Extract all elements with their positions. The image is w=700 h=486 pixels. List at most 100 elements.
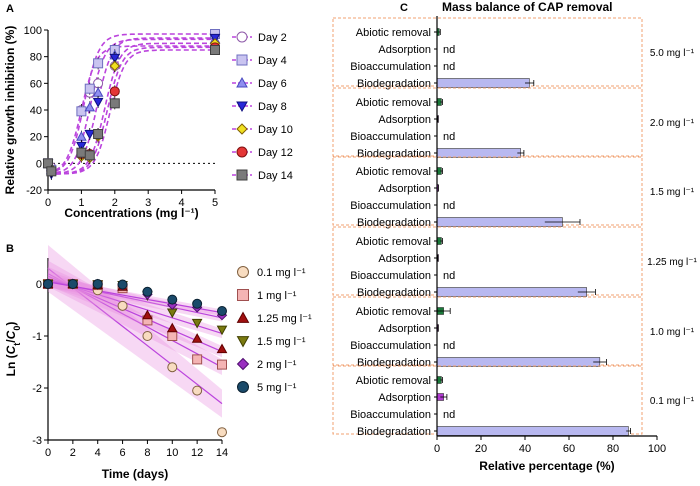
category-label: Biodegradation: [357, 78, 431, 90]
y-axis-label-part: ): [4, 322, 18, 326]
category-label: Biodegradation: [357, 426, 431, 438]
y-axis-label-part: C: [4, 330, 18, 339]
y-tick-label: -1: [32, 331, 42, 343]
y-tick-label: -3: [32, 435, 42, 447]
legend-marker: [236, 101, 248, 113]
point: [191, 333, 203, 343]
point: [217, 359, 227, 370]
point: [167, 294, 178, 305]
legend-label: Day 14: [258, 170, 293, 182]
legend-marker: [236, 54, 248, 66]
x-axis-label: Time (days): [102, 467, 168, 481]
x-tick-label: 8: [144, 447, 150, 459]
point-day-14: [210, 45, 220, 55]
category-label: Bioaccumulation: [350, 270, 431, 282]
legend-label: Day 4: [258, 55, 287, 67]
point: [43, 279, 53, 289]
y-tick-label: 40: [30, 105, 42, 117]
y-tick-label: 0: [36, 158, 42, 170]
category-label: Biodegradation: [357, 357, 431, 369]
confidence-band: [48, 245, 222, 418]
legend-label: 0.1 mg l⁻¹: [257, 267, 306, 279]
x-axis-label: Relative percentage (%): [479, 459, 614, 473]
point-day-14: [84, 150, 95, 161]
point: [217, 427, 227, 438]
confidence-band: [48, 276, 222, 316]
x-axis-label: Concentrations (mg l⁻¹): [64, 206, 198, 220]
legend-marker: [236, 169, 248, 181]
legend-marker: [237, 266, 249, 278]
category-label: Bioaccumulation: [350, 200, 431, 212]
x-tick-label: 2: [70, 447, 76, 459]
x-tick-label: 3: [145, 197, 151, 209]
point: [67, 279, 78, 289]
x-tick-label: 4: [95, 447, 101, 459]
point: [192, 298, 203, 309]
point: [216, 343, 228, 354]
point-day-14: [109, 98, 120, 109]
x-tick-label: 0: [434, 443, 440, 455]
x-tick-label: 100: [648, 443, 666, 455]
legend-label: Day 2: [258, 32, 287, 44]
point-day-6: [92, 87, 104, 97]
y-tick-label: 60: [30, 78, 42, 90]
legend-marker: [237, 289, 249, 301]
category-label: Biodegradation: [357, 287, 431, 299]
x-tick-label: 4: [179, 197, 185, 209]
point: [142, 309, 153, 320]
nd-label: nd: [443, 44, 455, 56]
group-label: 1.0 mg l⁻¹: [650, 327, 695, 338]
point-day-14: [46, 166, 57, 177]
fit-curve-1: [47, 33, 215, 174]
category-label: Adsorption: [378, 253, 431, 265]
bar-biodegradation: [436, 426, 629, 436]
fit-curve-4: [48, 42, 215, 175]
y-axis-label-part: C: [4, 345, 18, 354]
category-label: Abiotic removal: [356, 306, 431, 318]
legend-label: Day 12: [258, 147, 293, 159]
category-label: Adsorption: [378, 183, 431, 195]
category-label: Bioaccumulation: [350, 61, 431, 73]
point: [142, 331, 153, 341]
legend-label: 2 mg l⁻¹: [257, 359, 297, 371]
bar-biodegradation: [436, 287, 587, 297]
point: [167, 331, 178, 341]
legend-marker: [236, 76, 248, 88]
y-tick-label: -2: [32, 383, 42, 395]
category-label: Bioaccumulation: [350, 340, 431, 352]
nd-label: nd: [443, 270, 455, 282]
point-day-10: [109, 60, 121, 72]
y-tick-label: -20: [26, 185, 42, 197]
point: [192, 354, 203, 365]
nd-label: nd: [443, 409, 455, 421]
x-tick-label: 0: [45, 197, 51, 209]
x-tick-label: 60: [563, 443, 575, 455]
legend-marker: [236, 31, 248, 43]
nd-label: nd: [443, 61, 455, 73]
category-label: Biodegradation: [357, 148, 431, 160]
nd-label: nd: [443, 340, 455, 352]
x-tick-label: 10: [166, 447, 178, 459]
point: [217, 306, 227, 317]
point: [216, 325, 228, 336]
x-tick-label: 2: [112, 197, 118, 209]
panel-c: C Mass balance of CAP removal 5.0 mg l⁻¹ Ab…: [332, 0, 698, 473]
point-day-8: [92, 97, 104, 108]
x-tick-label: 14: [216, 447, 228, 459]
point-day-4: [84, 83, 95, 94]
x-tick-label: 40: [519, 443, 531, 455]
x-tick-label: 20: [475, 443, 487, 455]
legend-label: 1 mg l⁻¹: [257, 290, 297, 302]
group-label: 2.0 mg l⁻¹: [650, 118, 695, 129]
point: [191, 318, 203, 329]
y-axis-label-part: t: [12, 343, 22, 346]
category-label: Adsorption: [378, 392, 431, 404]
point: [167, 362, 178, 373]
y-tick-label: 100: [24, 25, 42, 37]
y-axis-label-part: 0: [12, 326, 22, 331]
bar-biodegradation: [436, 217, 563, 227]
nd-label: nd: [443, 200, 455, 212]
point-day-4: [93, 58, 104, 69]
legend-label: 1.5 mg l⁻¹: [257, 336, 306, 348]
